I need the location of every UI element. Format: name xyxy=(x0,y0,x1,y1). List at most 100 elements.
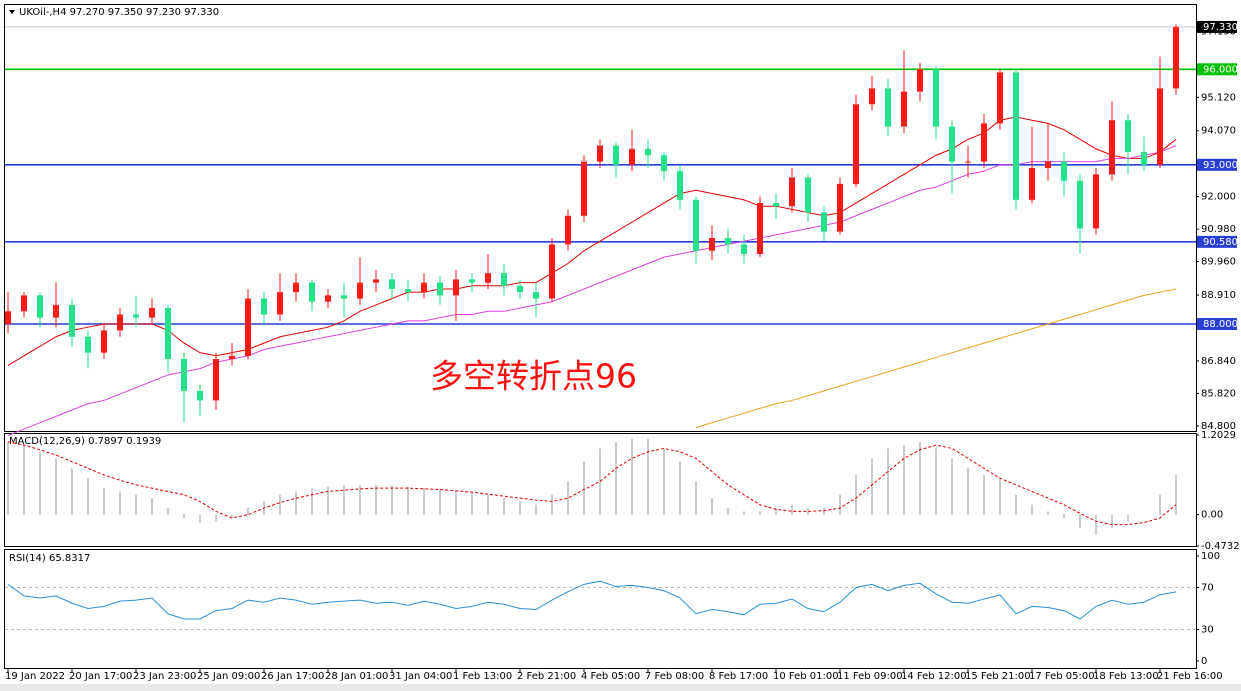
level-label-box xyxy=(1197,63,1237,76)
candle-body xyxy=(1125,120,1131,153)
level-label: 90.580 xyxy=(1203,237,1238,248)
candle-body xyxy=(1109,120,1115,175)
candle-body xyxy=(1045,161,1051,168)
x-tick-label: 28 Jan 01:00 xyxy=(325,671,388,682)
macd-signal xyxy=(7,441,1177,526)
y-tick-label: 89.960 xyxy=(1201,257,1236,268)
candle-body xyxy=(437,282,443,296)
candle-body xyxy=(1093,174,1099,229)
rsi-line xyxy=(7,580,1177,620)
candle-body xyxy=(53,304,59,318)
candle-body xyxy=(501,273,507,286)
candle-body xyxy=(837,183,843,232)
candle-body xyxy=(517,285,523,293)
candle-body xyxy=(1077,180,1083,229)
candle-body xyxy=(533,292,539,299)
candle-body xyxy=(149,308,155,318)
candle-body xyxy=(245,298,251,356)
candle-body xyxy=(341,295,347,299)
candle-body xyxy=(885,88,891,127)
y-tick-label: 85.820 xyxy=(1201,388,1236,399)
candle-body xyxy=(485,273,491,283)
annotation: 多空转折点96 xyxy=(430,357,637,396)
candle-body xyxy=(1173,26,1179,89)
y-tick-label: 0 xyxy=(1201,656,1207,667)
candle-body xyxy=(773,203,779,207)
candle-body xyxy=(373,279,379,283)
candle-body xyxy=(389,279,395,289)
macd-title: MACD(12,26,9) 0.7897 0.1939 xyxy=(9,436,161,447)
x-tick-label: 2 Feb 21:00 xyxy=(517,671,576,682)
symbol-menu-arrow[interactable] xyxy=(9,10,15,14)
x-tick-label: 17 Feb 05:00 xyxy=(1029,671,1095,682)
candle-body xyxy=(5,311,11,325)
y-tick-label: 92.000 xyxy=(1201,192,1236,203)
rsi-panel-frame xyxy=(4,549,1197,669)
x-tick-label: 25 Jan 09:00 xyxy=(197,671,260,682)
last-price-label: 97.330 xyxy=(1203,22,1238,33)
candle-body xyxy=(949,126,955,162)
x-tick-label: 8 Feb 17:00 xyxy=(709,671,768,682)
y-tick-label: 86.840 xyxy=(1201,356,1236,367)
candle-body xyxy=(613,145,619,165)
candle-body xyxy=(197,390,203,401)
candle-body xyxy=(965,161,971,163)
candle-body xyxy=(629,148,635,165)
y-tick-label: 70 xyxy=(1201,583,1214,594)
candle-body xyxy=(981,123,987,162)
candle-body xyxy=(469,279,475,283)
candle-body xyxy=(69,304,75,337)
last-price-box xyxy=(1197,20,1237,33)
candle-body xyxy=(101,330,107,353)
candle-body xyxy=(309,282,315,302)
candle-body xyxy=(677,171,683,200)
candle-body xyxy=(853,104,859,184)
candle-body xyxy=(709,238,715,251)
candle-body xyxy=(661,155,667,172)
x-tick-label: 18 Feb 13:00 xyxy=(1093,671,1159,682)
y-tick-label: 1.2029 xyxy=(1201,430,1236,441)
y-tick-label: 84.800 xyxy=(1201,421,1236,432)
candle-body xyxy=(757,203,763,254)
x-tick-label: 19 Jan 2022 xyxy=(5,671,65,682)
candle-body xyxy=(85,336,91,353)
candle-body xyxy=(181,359,187,391)
candle-body xyxy=(917,69,923,92)
level-label-box xyxy=(1197,318,1237,331)
level-label-box xyxy=(1197,235,1237,248)
macd-panel-frame xyxy=(4,433,1197,547)
candle-body xyxy=(293,282,299,293)
y-tick-label: 95.120 xyxy=(1201,92,1236,103)
candle-body xyxy=(821,212,827,232)
candle-body xyxy=(405,288,411,293)
candle-body xyxy=(997,72,1003,124)
candle-body xyxy=(645,148,651,156)
x-tick-label: 1 Feb 13:00 xyxy=(453,671,512,682)
x-tick-label: 31 Jan 04:00 xyxy=(389,671,452,682)
y-tick-label: 88.910 xyxy=(1201,290,1236,301)
candle-body xyxy=(725,238,731,245)
candle-body xyxy=(277,292,283,315)
y-tick-label: 100 xyxy=(1201,551,1220,562)
candle-body xyxy=(581,161,587,216)
level-label: 88.000 xyxy=(1203,319,1238,330)
candle-body xyxy=(805,177,811,213)
candle-body xyxy=(1013,72,1019,200)
candle-body xyxy=(549,244,555,299)
x-tick-label: 10 Feb 01:00 xyxy=(773,671,839,682)
candle-body xyxy=(261,298,267,315)
y-tick-label: 30 xyxy=(1201,625,1214,636)
x-tick-label: 14 Feb 12:00 xyxy=(901,671,967,682)
candle-body xyxy=(325,295,331,302)
x-tick-label: 20 Jan 17:00 xyxy=(69,671,132,682)
x-tick-label: 23 Jan 23:00 xyxy=(133,671,196,682)
y-tick-label: 90.980 xyxy=(1201,224,1236,235)
rsi-title: RSI(14) 65.8317 xyxy=(9,553,90,564)
chart-title: UKOil-,H4 97.270 97.350 97.230 97.330 xyxy=(19,7,219,18)
x-tick-label: 15 Feb 21:00 xyxy=(965,671,1031,682)
x-tick-label: 11 Feb 09:00 xyxy=(837,671,903,682)
y-tick-label: 94.070 xyxy=(1201,126,1236,137)
moving-average xyxy=(695,288,1177,428)
